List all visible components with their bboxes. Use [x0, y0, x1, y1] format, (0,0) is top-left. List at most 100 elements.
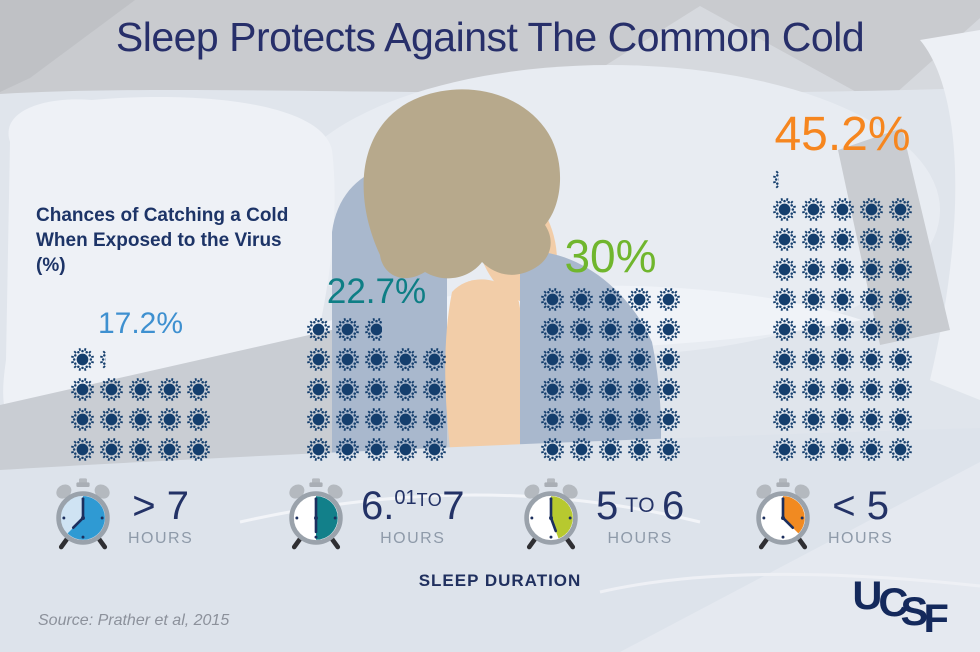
virus-icon	[569, 317, 594, 342]
virus-icon	[859, 257, 884, 282]
cold-chance-group-5to6: 30%	[540, 233, 681, 462]
duration-label: > 7	[128, 486, 193, 526]
virus-icon	[186, 377, 211, 402]
virus-icon	[772, 167, 779, 192]
virus-icon	[830, 317, 855, 342]
virus-icon	[888, 227, 913, 252]
virus-icon	[888, 437, 913, 462]
virus-icon	[364, 377, 389, 402]
virus-icon	[859, 347, 884, 372]
virus-row	[772, 197, 913, 222]
hours-label: HOURS	[128, 529, 194, 547]
virus-icon	[830, 257, 855, 282]
y-axis-note: Chances of Catching a Cold When Exposed …	[36, 205, 289, 277]
percentage-label: 45.2%	[774, 108, 911, 161]
virus-row	[772, 407, 913, 432]
virus-icon	[569, 287, 594, 312]
virus-icon	[627, 317, 652, 342]
shadow-wedge-right	[838, 128, 950, 345]
duration-label: 5 TO 6	[596, 486, 684, 526]
virus-icon	[128, 377, 153, 402]
sheet-crease-2	[599, 572, 980, 594]
alarm-clock-icon	[518, 477, 584, 556]
virus-icon	[772, 317, 797, 342]
virus-icon	[335, 407, 360, 432]
virus-icon	[801, 317, 826, 342]
logo-letter: U	[852, 574, 883, 618]
virus-icon	[888, 347, 913, 372]
virus-icon-partial	[772, 167, 779, 192]
person-arm	[445, 279, 528, 466]
duration-text: 6	[662, 483, 685, 528]
virus-icon	[627, 347, 652, 372]
virus-icon	[422, 347, 447, 372]
virus-icon	[598, 437, 623, 462]
virus-icon	[656, 437, 681, 462]
duration-to: TO	[416, 489, 443, 510]
hours-label: HOURS	[828, 529, 894, 547]
virus-icon	[569, 377, 594, 402]
alarm-clock-icon	[50, 477, 116, 556]
virus-icon	[888, 317, 913, 342]
virus-icon-partial	[99, 347, 106, 372]
virus-row	[70, 377, 211, 402]
cold-chance-group-6to7: 22.7%	[306, 274, 447, 462]
virus-icon	[859, 407, 884, 432]
alarm-clock-graphic	[289, 478, 343, 550]
virus-row	[70, 437, 211, 462]
virus-icon	[859, 287, 884, 312]
virus-icon	[70, 407, 95, 432]
virus-icon	[830, 287, 855, 312]
virus-row	[70, 347, 211, 372]
sleep-duration-item-6to7: 6.01TO7 HOURS	[283, 477, 465, 556]
virus-row	[306, 437, 447, 462]
virus-icon	[540, 347, 565, 372]
virus-icon	[306, 317, 331, 342]
x-axis-label: SLEEP DURATION	[418, 571, 582, 590]
virus-icon	[859, 317, 884, 342]
virus-row	[70, 407, 211, 432]
corner-shadow	[0, 0, 135, 92]
virus-icon-grid	[540, 287, 681, 462]
virus-icon	[801, 377, 826, 402]
virus-icon	[422, 377, 447, 402]
virus-icon	[627, 407, 652, 432]
percentage-label: 30%	[564, 230, 657, 282]
cold-chance-group-gt7: 17.2%	[70, 309, 211, 462]
source-note: Source: Prather et al, 2015	[38, 612, 230, 629]
logo-letter: S	[900, 590, 929, 634]
virus-icon	[801, 287, 826, 312]
virus-icon	[157, 407, 182, 432]
hours-label: HOURS	[380, 529, 446, 547]
pillow-right	[920, 30, 980, 400]
person-hair	[363, 89, 561, 279]
percentage-label: 22.7%	[326, 272, 427, 311]
virus-icon-grid	[772, 167, 913, 462]
duration-text: 6.	[361, 483, 395, 528]
virus-icon	[772, 377, 797, 402]
virus-icon	[888, 407, 913, 432]
virus-row	[772, 227, 913, 252]
virus-icon	[186, 437, 211, 462]
virus-icon	[422, 437, 447, 462]
duration-text: 5	[596, 483, 619, 528]
virus-icon	[859, 197, 884, 222]
virus-icon	[540, 437, 565, 462]
logo-letter: F	[923, 597, 949, 641]
virus-icon	[801, 437, 826, 462]
virus-icon	[393, 347, 418, 372]
virus-row	[540, 347, 681, 372]
duration-text: < 5	[832, 483, 889, 528]
virus-icon	[306, 377, 331, 402]
duration-text: > 7	[132, 483, 189, 528]
virus-icon	[772, 437, 797, 462]
virus-icon	[888, 377, 913, 402]
virus-icon	[99, 377, 124, 402]
duration-label: < 5	[828, 486, 893, 526]
virus-icon-partial	[364, 317, 382, 342]
virus-icon	[859, 227, 884, 252]
duration-superscript: 01	[394, 486, 417, 509]
virus-icon	[128, 437, 153, 462]
virus-icon	[157, 437, 182, 462]
virus-icon	[99, 437, 124, 462]
